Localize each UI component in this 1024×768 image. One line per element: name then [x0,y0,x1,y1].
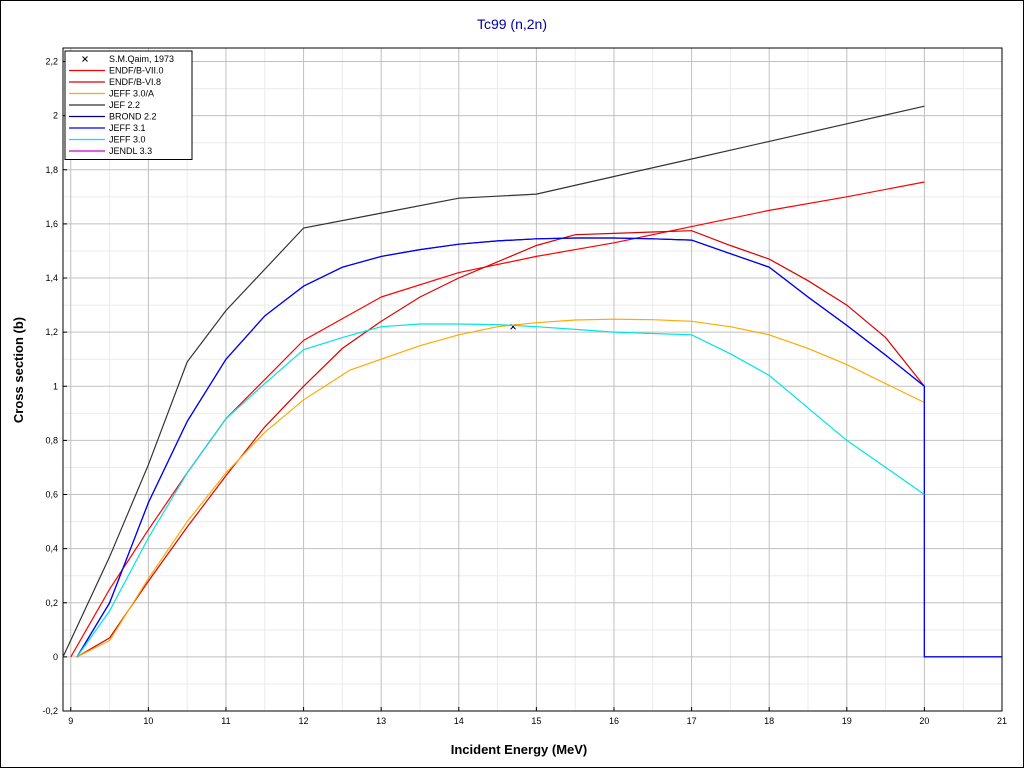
series-line-jeff-3-0-a [76,318,925,658]
series-lines [62,105,1002,658]
legend-item: JEFF 3.0/A [69,89,154,99]
chart-title: Tc99 (n,2n) [477,16,547,32]
legend-item: S.M.Qaim, 1973 [82,54,174,64]
legend-label: JEF 2.2 [109,100,140,110]
y-tick-label: 1,4 [45,273,58,283]
legend-label: S.M.Qaim, 1973 [109,54,174,64]
series-line-brond-2-2 [76,237,1002,658]
x-tick-label: 9 [68,716,73,726]
series-line-jeff-3-1 [76,237,1002,658]
legend-label: BROND 2.2 [109,112,157,122]
y-tick-label: 1,2 [45,327,58,337]
x-tick-label: 11 [221,716,230,726]
y-axis-label: Cross section (b) [11,317,26,423]
legend-label: JENDL 3.3 [109,146,152,156]
legend-label: JEFF 3.0 [109,135,146,145]
y-tick-label: 2,2 [45,57,58,67]
x-tick-label: 14 [454,716,464,726]
legend-item: ENDF/B-VII.0 [69,66,164,76]
y-tick-label: 1,8 [45,165,58,175]
series-line-jeff-3-0 [76,323,925,658]
x-tick-label: 20 [919,716,929,726]
x-tick-label: 15 [531,716,541,726]
grid [63,48,1003,712]
x-tick-label: 16 [609,716,619,726]
x-tick-label: 12 [299,716,309,726]
axis-ticks: 9 10 11 12 13 14 15 16 17 18 19 20 21-0,200,20,40,60… [42,57,1007,726]
x-tick-label: 21 [997,716,1007,726]
x-tick-label: 13 [376,716,386,726]
y-tick-label: 0,6 [45,490,58,500]
legend-item: ENDF/B-VI.8 [69,77,161,87]
legend-item: JEF 2.2 [69,100,140,110]
legend-label: ENDF/B-VI.8 [109,77,161,87]
y-tick-label: 0,4 [45,544,58,554]
legend-label: JEFF 3.0/A [109,89,154,99]
y-tick-label: 1,6 [45,219,58,229]
x-tick-label: 17 [687,716,697,726]
y-tick-label: 0 [53,652,58,662]
y-tick-label: 1 [53,381,58,391]
legend-item: JENDL 3.3 [69,146,152,156]
legend-item: BROND 2.2 [69,112,157,122]
legend-item: JEFF 3.1 [69,123,146,133]
series-line-endf-b-vi-8 [76,230,925,658]
y-tick-label: 0,2 [45,598,58,608]
x-axis-label: Incident Energy (MeV) [451,742,588,757]
x-tick-label: 10 [143,716,153,726]
series-line-jef-2-2 [62,105,925,658]
legend-item: JEFF 3.0 [69,135,146,145]
x-tick-label: 18 [764,716,774,726]
legend-swatch [82,56,88,62]
y-tick-label: -0,2 [42,706,58,716]
legend-label: JEFF 3.1 [109,123,146,133]
series-line-endf-b-vii-0 [70,181,925,658]
legend-label: ENDF/B-VII.0 [109,66,164,76]
x-tick-label: 19 [842,716,852,726]
y-tick-label: 2 [53,111,58,121]
plot-area [62,47,1003,712]
y-tick-label: 0,8 [45,435,58,445]
